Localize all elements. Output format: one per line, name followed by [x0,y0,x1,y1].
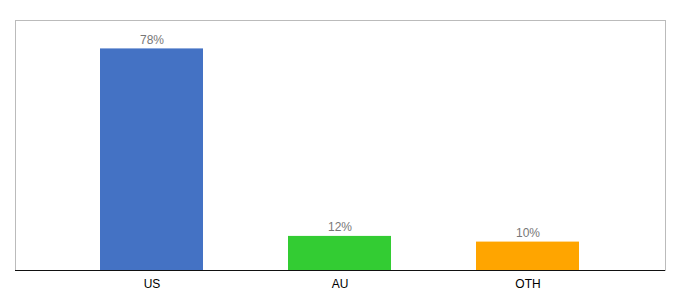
svg-text:78%: 78% [140,33,164,47]
svg-text:12%: 12% [328,220,352,234]
svg-text:OTH: OTH [515,277,540,291]
svg-text:AU: AU [332,277,349,291]
svg-text:10%: 10% [516,226,540,240]
svg-text:US: US [144,277,161,291]
